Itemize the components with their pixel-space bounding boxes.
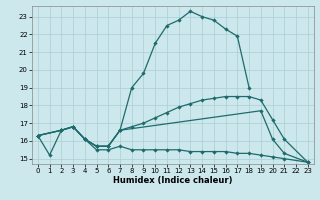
X-axis label: Humidex (Indice chaleur): Humidex (Indice chaleur) bbox=[113, 176, 233, 185]
